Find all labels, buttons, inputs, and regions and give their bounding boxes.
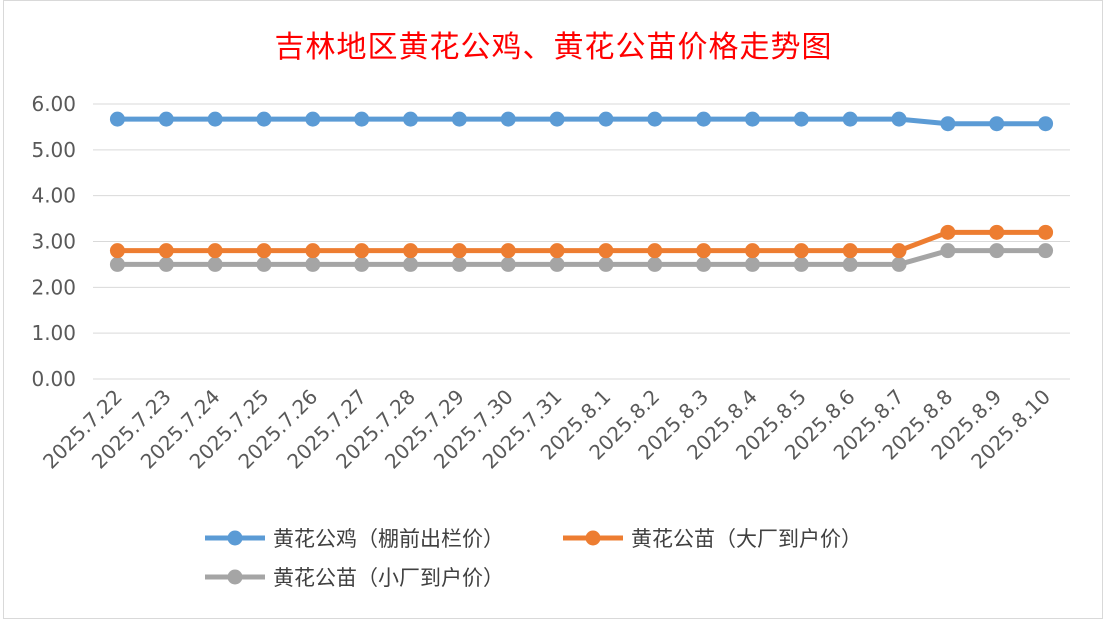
data-point bbox=[256, 111, 272, 127]
data-point bbox=[793, 256, 809, 272]
chart-border bbox=[3, 0, 1103, 619]
data-point bbox=[207, 256, 223, 272]
data-point bbox=[1038, 224, 1054, 240]
data-point bbox=[207, 243, 223, 259]
data-point bbox=[842, 111, 858, 127]
data-point bbox=[549, 243, 565, 259]
data-point bbox=[158, 111, 174, 127]
y-tick-label: 4.00 bbox=[31, 184, 76, 208]
series-lines bbox=[109, 111, 1054, 272]
data-point bbox=[1038, 243, 1054, 259]
data-point bbox=[109, 111, 125, 127]
series-group bbox=[109, 224, 1054, 259]
series-line bbox=[114, 229, 1049, 254]
data-point bbox=[403, 111, 419, 127]
data-point bbox=[989, 116, 1005, 132]
legend-swatch-marker bbox=[585, 530, 601, 546]
y-tick-label: 3.00 bbox=[31, 230, 76, 254]
y-axis-ticks: 0.00 1.00 2.00 3.00 4.00 5.00 6.00 bbox=[31, 92, 76, 391]
data-point bbox=[256, 256, 272, 272]
series-group bbox=[109, 111, 1054, 132]
data-point bbox=[305, 256, 321, 272]
data-point bbox=[500, 111, 516, 127]
data-point bbox=[647, 111, 663, 127]
data-point bbox=[989, 224, 1005, 240]
data-point bbox=[500, 243, 516, 259]
data-point bbox=[305, 111, 321, 127]
legend-swatch-marker bbox=[227, 530, 243, 546]
data-point bbox=[842, 256, 858, 272]
data-point bbox=[598, 243, 614, 259]
data-point bbox=[647, 243, 663, 259]
series-line bbox=[114, 248, 1049, 267]
data-point bbox=[109, 243, 125, 259]
data-point bbox=[696, 111, 712, 127]
legend-label: 黄花公苗（大厂到户价） bbox=[631, 527, 862, 551]
data-point bbox=[842, 243, 858, 259]
data-point bbox=[305, 243, 321, 259]
data-point bbox=[989, 243, 1005, 259]
y-tick-label: 5.00 bbox=[31, 138, 76, 162]
data-point bbox=[598, 256, 614, 272]
data-point bbox=[744, 243, 760, 259]
data-point bbox=[793, 111, 809, 127]
data-point bbox=[891, 256, 907, 272]
series-line bbox=[114, 116, 1049, 127]
data-point bbox=[549, 111, 565, 127]
data-point bbox=[109, 256, 125, 272]
data-point bbox=[207, 111, 223, 127]
y-tick-label: 6.00 bbox=[31, 92, 76, 116]
data-point bbox=[158, 256, 174, 272]
data-point bbox=[403, 256, 419, 272]
data-point bbox=[793, 243, 809, 259]
chart-title: 吉林地区黄花公鸡、黄花公苗价格走势图 bbox=[274, 30, 833, 65]
data-point bbox=[354, 111, 370, 127]
data-point bbox=[940, 224, 956, 240]
data-point bbox=[744, 111, 760, 127]
legend: 黄花公鸡（棚前出栏价） 黄花公苗（大厂到户价） 黄花公苗（小厂到户价） bbox=[205, 527, 862, 590]
data-point bbox=[354, 243, 370, 259]
data-point bbox=[598, 111, 614, 127]
y-tick-label: 1.00 bbox=[31, 321, 76, 345]
y-tick-label: 0.00 bbox=[31, 367, 76, 391]
data-point bbox=[451, 256, 467, 272]
legend-label: 黄花公苗（小厂到户价） bbox=[273, 566, 504, 590]
data-point bbox=[940, 243, 956, 259]
gridlines bbox=[93, 103, 1070, 380]
data-point bbox=[696, 256, 712, 272]
legend-label: 黄花公鸡（棚前出栏价） bbox=[273, 527, 504, 551]
y-tick-label: 2.00 bbox=[31, 275, 76, 299]
data-point bbox=[403, 243, 419, 259]
data-point bbox=[744, 256, 760, 272]
data-point bbox=[256, 243, 272, 259]
data-point bbox=[451, 111, 467, 127]
data-point bbox=[158, 243, 174, 259]
data-point bbox=[696, 243, 712, 259]
series-group bbox=[109, 243, 1054, 272]
legend-swatch-marker bbox=[227, 569, 243, 585]
data-point bbox=[500, 256, 516, 272]
data-point bbox=[1038, 116, 1054, 132]
data-point bbox=[549, 256, 565, 272]
data-point bbox=[354, 256, 370, 272]
data-point bbox=[940, 116, 956, 132]
data-point bbox=[891, 111, 907, 127]
data-point bbox=[891, 243, 907, 259]
data-point bbox=[647, 256, 663, 272]
data-point bbox=[451, 243, 467, 259]
